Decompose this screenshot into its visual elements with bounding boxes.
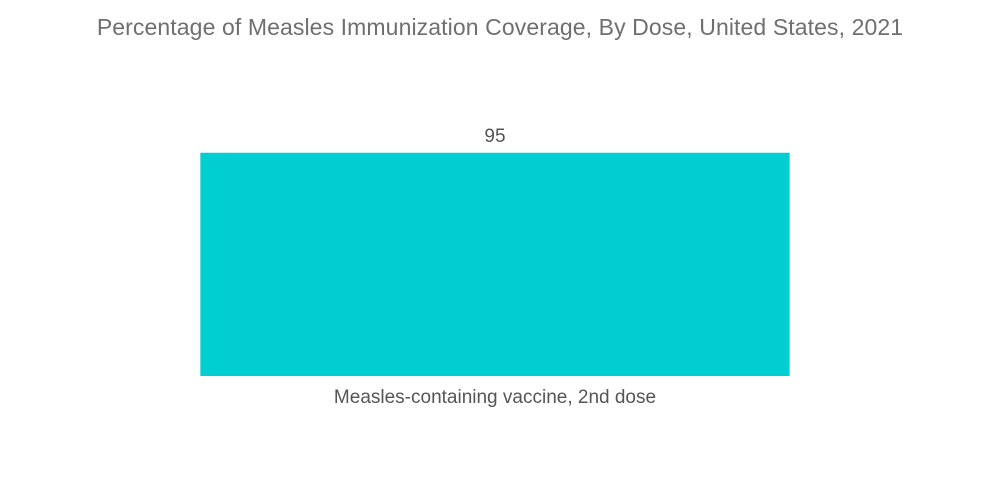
bars-group [200, 152, 790, 376]
bar-0 [200, 152, 790, 376]
category-label-0: Measles-containing vaccine, 2nd dose [334, 387, 656, 408]
chart-title: Percentage of Measles Immunization Cover… [96, 14, 904, 40]
labels-group: 95 Measles-containing vaccine, 2nd dose [334, 126, 656, 408]
data-label-0: 95 [484, 126, 505, 147]
